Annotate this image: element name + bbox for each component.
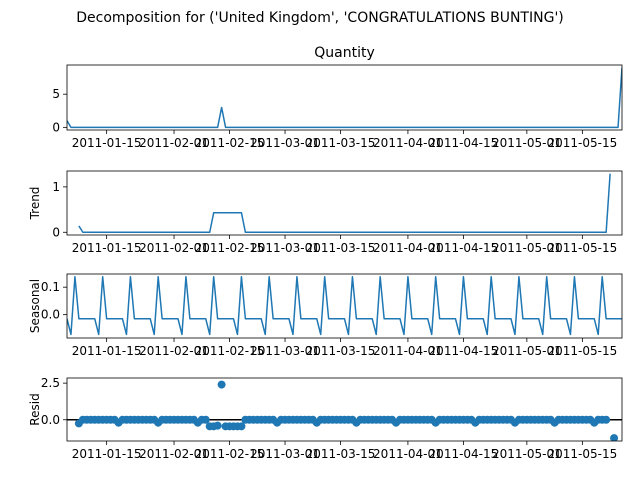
decomposition-panels: Quantity052011-01-152011-02-012011-02-15… [28, 45, 623, 461]
trend-xtick-label: 2011-05-15 [547, 241, 617, 255]
seasonal-xtick-label: 2011-05-01 [492, 344, 562, 358]
resid-point [201, 415, 210, 424]
resid-axes-frame [66, 377, 623, 442]
resid-xtick-label: 2011-01-15 [72, 447, 142, 461]
resid-point [217, 380, 226, 389]
trend-xtick-label: 2011-03-01 [250, 241, 320, 255]
trend-xtick-label: 2011-05-01 [492, 241, 562, 255]
quantity-xtick-label: 2011-02-01 [139, 136, 209, 150]
resid-ytick-label: 0.0 [41, 413, 60, 427]
seasonal-axes-frame [66, 273, 623, 339]
trend-series-line [78, 173, 611, 234]
seasonal-panel: Seasonal0.10.02011-01-152011-02-012011-0… [28, 273, 623, 358]
quantity-xtick-label: 2011-04-15 [429, 136, 499, 150]
trend-data [78, 173, 611, 234]
resid-point [213, 421, 222, 430]
trend-axes-frame [66, 170, 623, 236]
trend-xtick-label: 2011-02-01 [139, 241, 209, 255]
figure-suptitle: Decomposition for ('United Kingdom', 'CO… [76, 10, 564, 26]
seasonal-xtick-label: 2011-05-15 [547, 344, 617, 358]
resid-point [602, 415, 611, 424]
resid-xtick-label: 2011-03-15 [306, 447, 376, 461]
seasonal-data [67, 276, 622, 336]
seasonal-xtick-label: 2011-04-01 [373, 344, 443, 358]
resid-xtick-label: 2011-02-01 [139, 447, 209, 461]
quantity-xtick-label: 2011-04-01 [373, 136, 443, 150]
seasonal-xtick-label: 2011-03-01 [250, 344, 320, 358]
resid-point [237, 422, 246, 431]
seasonal-xtick-label: 2011-03-15 [306, 344, 376, 358]
quantity-xtick-label: 2011-02-15 [195, 136, 265, 150]
resid-xtick-label: 2011-05-15 [547, 447, 617, 461]
quantity-xtick-label: 2011-05-15 [547, 136, 617, 150]
quantity-axes-frame [66, 64, 623, 131]
resid-ytick-label: 2.5 [41, 376, 60, 390]
quantity-xtick-label: 2011-03-01 [250, 136, 320, 150]
trend-ytick-label: 0 [52, 225, 60, 239]
trend-xtick-label: 2011-03-15 [306, 241, 376, 255]
resid-xtick-label: 2011-03-01 [250, 447, 320, 461]
trend-xtick-label: 2011-01-15 [72, 241, 142, 255]
resid-xtick-label: 2011-02-15 [195, 447, 265, 461]
trend-panel: Trend012011-01-152011-02-012011-02-15201… [28, 170, 623, 255]
quantity-panel: Quantity 0 5 2011-01-152011-02-012011-02-15… [52, 45, 623, 150]
resid-xtick-label: 2011-04-01 [373, 447, 443, 461]
resid-xtick-label: 2011-05-01 [492, 447, 562, 461]
seasonal-xtick-label: 2011-02-15 [195, 344, 265, 358]
quantity-series-line [67, 67, 622, 129]
seasonal-series-line [67, 276, 622, 336]
trend-xtick-label: 2011-04-15 [429, 241, 499, 255]
quantity-data [67, 67, 622, 129]
resid-ylabel: Resid [28, 393, 42, 425]
seasonal-ytick-label: 0.1 [41, 280, 60, 294]
resid-point [610, 434, 619, 441]
trend-ylabel: Trend [28, 187, 42, 221]
seasonal-xtick-label: 2011-01-15 [72, 344, 142, 358]
quantity-ytick-label: 0 [52, 120, 60, 134]
seasonal-ytick-label: 0.0 [41, 308, 60, 322]
trend-ytick-label: 1 [52, 180, 60, 194]
quantity-xtick-label: 2011-03-15 [306, 136, 376, 150]
resid-panel: Resid 2.5 0.0 2011-01-152011-02-012011-02-1… [28, 376, 623, 461]
quantity-title: Quantity [314, 45, 375, 61]
quantity-ytick-label: 5 [52, 87, 60, 101]
resid-data [67, 380, 622, 441]
quantity-xtick-label: 2011-01-15 [72, 136, 142, 150]
seasonal-xtick-label: 2011-04-15 [429, 344, 499, 358]
trend-xtick-label: 2011-02-15 [195, 241, 265, 255]
trend-xtick-label: 2011-04-01 [373, 241, 443, 255]
quantity-xtick-label: 2011-05-01 [492, 136, 562, 150]
seasonal-xtick-label: 2011-02-01 [139, 344, 209, 358]
seasonal-ylabel: Seasonal [28, 279, 42, 333]
resid-xtick-label: 2011-04-15 [429, 447, 499, 461]
